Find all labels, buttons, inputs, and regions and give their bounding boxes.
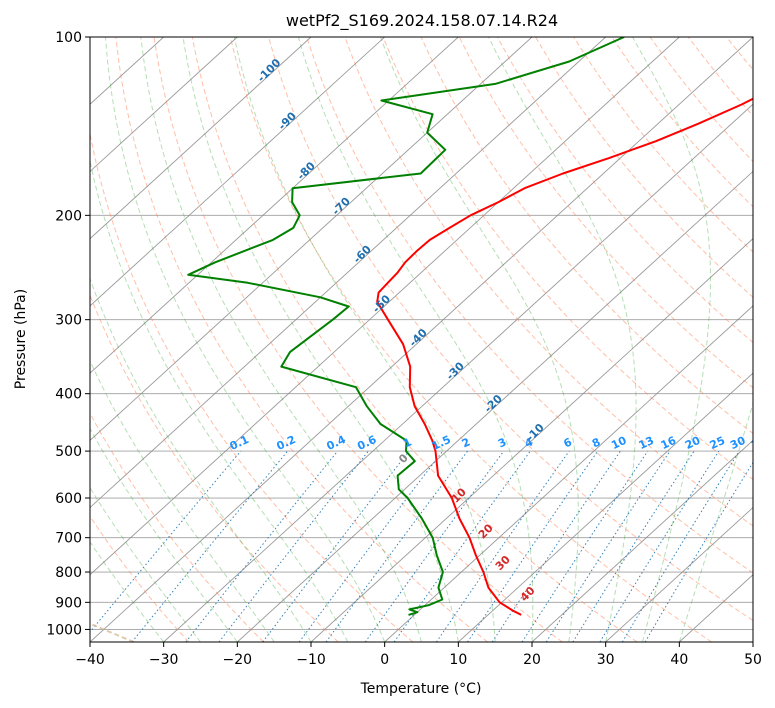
- dry-adiabat-line: [535, 37, 753, 298]
- dry-adiabat-line: [90, 131, 414, 642]
- isotherm-line: [237, 170, 753, 642]
- x-axis: −40 −30 −20 −10 0 10 20 30 40 50: [75, 642, 762, 668]
- dry-adiabat-line: [306, 37, 753, 574]
- dry-adiabat-line: [344, 37, 753, 527]
- isotherm-line: [605, 506, 753, 642]
- x-tick-label: −10: [296, 652, 326, 668]
- y-axis: 100 200 300 400 500 600 700 800 900 1000: [46, 30, 90, 638]
- temperature-profile-line: [376, 97, 753, 616]
- y-tick-label: 700: [55, 531, 82, 547]
- moist-adiabat-line: [90, 158, 349, 642]
- y-axis-title: Pressure (hPa): [13, 289, 29, 389]
- mixing-ratio-line: [325, 450, 468, 642]
- isotherm-line: [90, 37, 533, 441]
- isotherm-line: [531, 439, 753, 642]
- dry-adiabat-line: [115, 37, 488, 642]
- isotherm-line: [90, 37, 312, 240]
- dry-adiabat-line: [191, 37, 638, 642]
- moist-adiabat-line: [678, 401, 753, 642]
- isotherm-line: [90, 37, 459, 374]
- mixing-ratio-line: [521, 450, 649, 642]
- mixing-ratio-line: [298, 450, 444, 642]
- mixing-ratio-line: [467, 450, 599, 642]
- y-tick-label: 800: [55, 565, 82, 581]
- plot-frame: [89, 36, 754, 643]
- mixing-ratio-line: [545, 450, 671, 642]
- moist-adiabat-line: [90, 277, 312, 642]
- y-tick-label: 500: [55, 444, 82, 460]
- x-tick-label: −30: [149, 652, 179, 668]
- mixing-ratio-line: [131, 450, 288, 642]
- mixing-ratio-line: [185, 450, 338, 642]
- moist-adiabat-line: [182, 37, 459, 642]
- y-tick-label: 100: [55, 30, 82, 46]
- isotherm-line: [90, 37, 385, 307]
- x-tick-label: −20: [223, 652, 253, 668]
- y-tick-label: 200: [55, 208, 82, 224]
- moist-adiabat-line: [90, 427, 238, 642]
- mixing-ratio-label: 13: [637, 434, 656, 452]
- moist-adiabat-line: [632, 37, 711, 642]
- moist-adiabat-line: [140, 37, 422, 642]
- y-tick-label: 1000: [46, 622, 82, 638]
- x-tick-label: −40: [75, 652, 105, 668]
- mixing-ratio-label: 36: [749, 434, 769, 452]
- mixing-ratio-line: [572, 450, 695, 642]
- moist-adiabat-line: [90, 359, 275, 642]
- x-tick-label: 0: [380, 652, 389, 668]
- y-tick-label: 300: [55, 313, 82, 329]
- dry-adiabat-line: [496, 37, 753, 344]
- chart-title: wetPf2_S169.2024.158.07.14.R24: [286, 11, 558, 31]
- mixing-ratio-label: 20: [683, 434, 703, 452]
- profile-lines: [187, 37, 753, 616]
- mixing-ratio-line: [435, 450, 570, 642]
- background-lines: [90, 37, 753, 642]
- mixing-ratio-line: [262, 450, 410, 642]
- isotherm-line: [90, 37, 238, 173]
- dewpoint-profile-line: [187, 37, 625, 616]
- x-tick-label: 30: [597, 652, 615, 668]
- mixing-ratio-line: [90, 450, 242, 633]
- x-tick-label: 40: [670, 652, 688, 668]
- mixing-ratio-label: 25: [708, 434, 727, 452]
- dry-adiabat-line: [90, 412, 264, 642]
- mixing-ratio-label: 30: [728, 434, 748, 452]
- x-tick-label: 50: [744, 652, 762, 668]
- mixing-ratio-line: [393, 450, 531, 642]
- mixing-ratio-line: [621, 450, 740, 642]
- dry-adiabat-line: [382, 37, 753, 481]
- moist-adiabat-line: [297, 37, 534, 642]
- x-tick-label: 10: [449, 652, 467, 668]
- isotherm-line: [384, 305, 753, 642]
- y-tick-label: 600: [55, 491, 82, 507]
- mixing-ratio-label: 16: [659, 434, 679, 452]
- dry-adiabat-line: [420, 37, 753, 435]
- dry-adiabat-line: [268, 37, 753, 622]
- dry-adiabat-line: [229, 37, 712, 642]
- y-tick-label: 400: [55, 387, 82, 403]
- moist-adiabat-line: [380, 37, 579, 642]
- mixing-ratio-label: 10: [609, 434, 629, 452]
- isotherm-line: [458, 372, 753, 642]
- isotherm-line: [90, 37, 606, 509]
- x-axis-title: Temperature (°C): [360, 681, 482, 697]
- x-tick-label: 20: [523, 652, 541, 668]
- isotherm-line: [90, 37, 753, 642]
- isotherm-line: [163, 103, 753, 642]
- isotherm-line: [90, 37, 680, 576]
- moist-adiabat-line: [233, 37, 496, 642]
- moist-adiabat-line: [488, 37, 637, 642]
- mixing-ratio-line: [364, 450, 505, 642]
- mixing-ratio-line: [491, 450, 621, 642]
- y-tick-label: 900: [55, 595, 82, 611]
